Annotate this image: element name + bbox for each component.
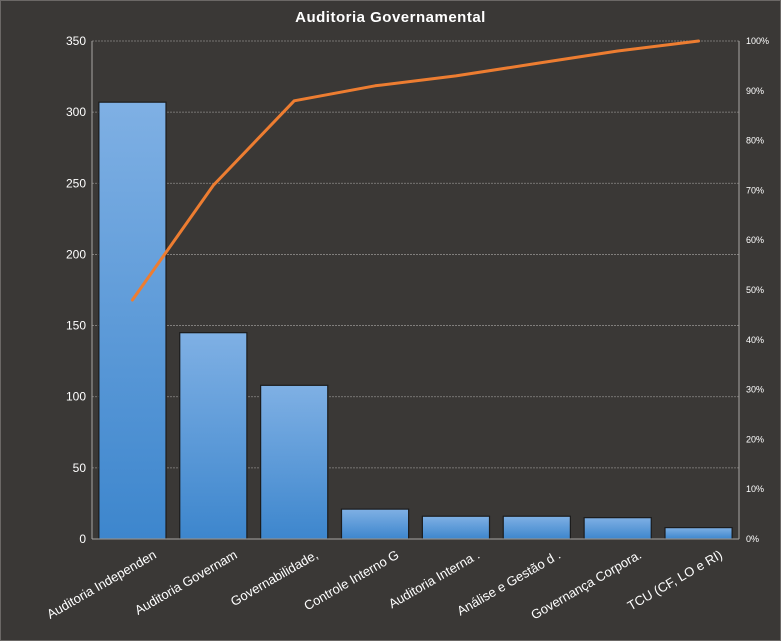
y2-tick-label: 30% <box>746 385 764 395</box>
y2-tick-label: 40% <box>746 335 764 345</box>
y-tick-label: 0 <box>79 532 86 546</box>
cumulative-line <box>130 39 701 302</box>
y-tick-label: 350 <box>66 34 86 48</box>
y2-tick-label: 20% <box>746 434 764 444</box>
y-tick-label: 200 <box>66 247 86 261</box>
y-tick-label: 50 <box>73 461 87 475</box>
bar <box>421 515 491 540</box>
y2-tick-label: 10% <box>746 484 764 494</box>
bar <box>340 508 410 540</box>
bar <box>98 101 167 540</box>
y2-tick-label: 80% <box>746 136 764 146</box>
y2-tick-label: 70% <box>746 185 764 195</box>
y2-tick-label: 50% <box>746 285 764 295</box>
y2-tick-label: 60% <box>746 235 764 245</box>
bar <box>583 517 652 540</box>
bar <box>179 332 248 540</box>
y-tick-label: 250 <box>66 176 86 190</box>
bar <box>260 384 329 540</box>
y2-tick-label: 100% <box>746 36 769 46</box>
y-tick-label: 100 <box>66 390 86 404</box>
chart-title: Auditoria Governamental <box>295 9 486 26</box>
bar <box>664 527 733 540</box>
bar <box>502 515 571 540</box>
y-tick-label: 300 <box>66 105 86 119</box>
y2-tick-label: 0% <box>746 534 759 544</box>
y-tick-label: 150 <box>66 319 86 333</box>
y2-tick-label: 90% <box>746 86 764 96</box>
